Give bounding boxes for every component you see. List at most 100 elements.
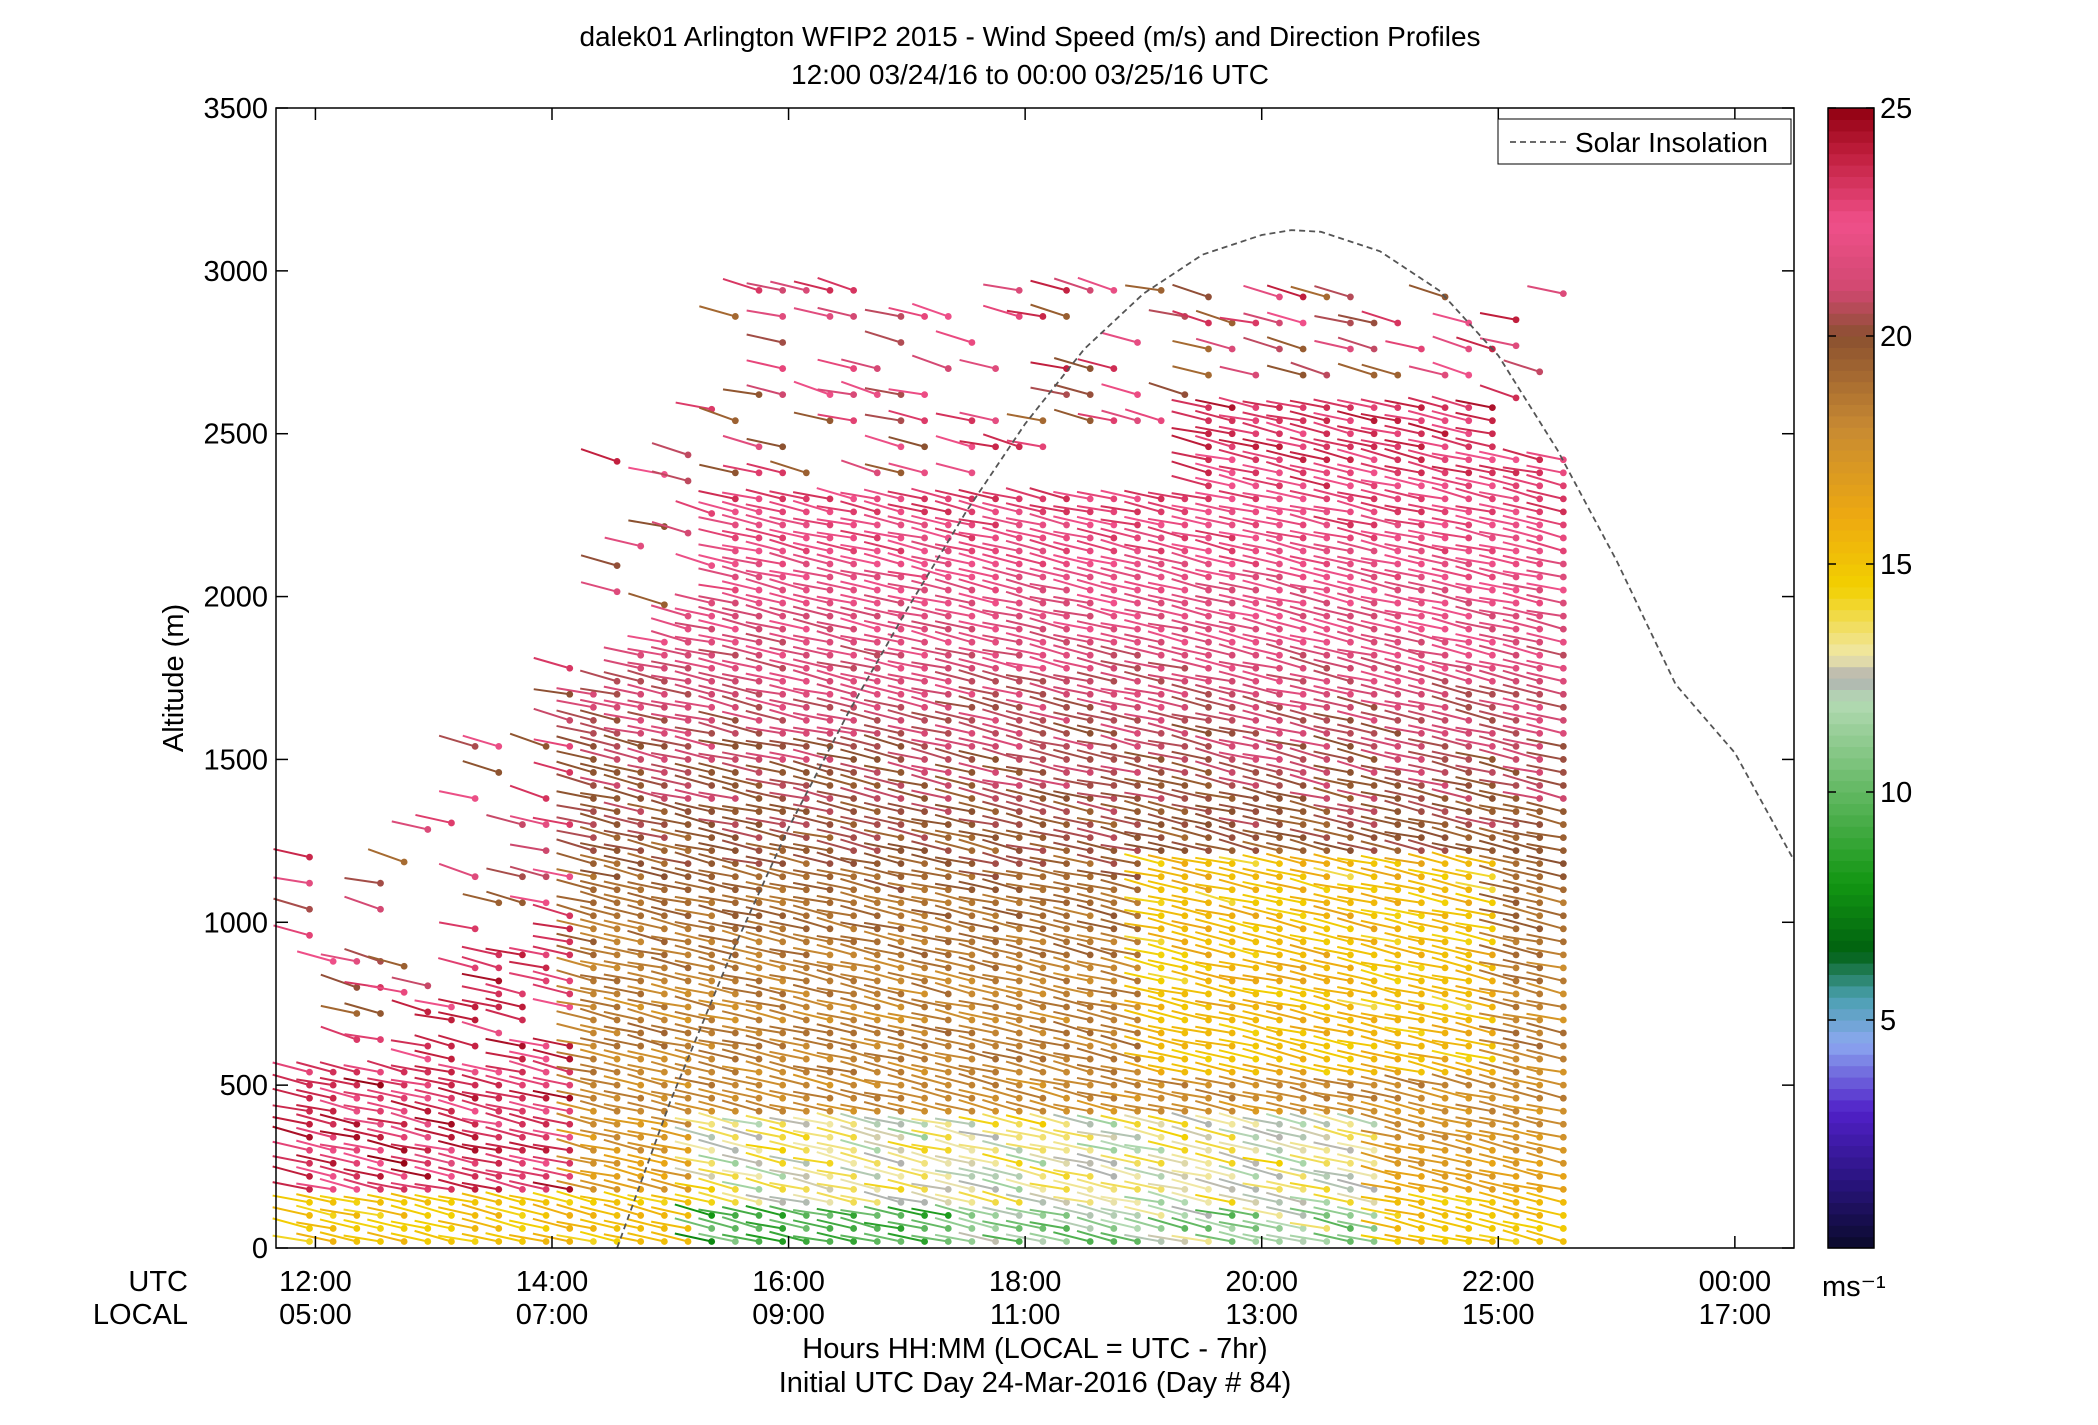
wind-barb-shaft [745,672,783,683]
wind-barb-shaft [816,726,854,735]
wind-barb-point [1299,743,1307,750]
wind-barb-point [1417,495,1425,503]
wind-barb-point [1465,990,1473,998]
wind-barb-point [1465,638,1473,646]
wind-barb-shaft [556,1000,594,1008]
wind-barb-shaft [1005,487,1044,500]
wind-barb-point [1276,677,1283,685]
wind-barb-point [850,716,858,724]
wind-barb-shaft [508,1075,547,1087]
wind-barb-shaft [343,1178,381,1191]
wind-barb-shaft [1313,786,1351,800]
wind-barb-shaft [1100,687,1138,696]
wind-barb-point [1347,782,1354,789]
wind-barb-shaft [1242,974,1280,982]
wind-barb-point [613,925,621,933]
wind-barb-point [1323,1238,1331,1245]
wind-barb-point [1276,573,1283,581]
wind-barb-shaft [887,971,925,982]
wind-barb-shaft [1407,1086,1446,1100]
wind-barb-shaft [579,776,618,787]
wind-barb-point [1110,1120,1118,1128]
wind-barb-point [755,1094,763,1102]
wind-barb-shaft [1407,852,1446,865]
wind-barb-shaft [390,1192,429,1204]
wind-barb-shaft [1124,1205,1162,1217]
wind-barb-point [1441,886,1449,894]
wind-barb-shaft [556,1022,594,1034]
wind-barb-shaft [792,541,831,552]
wind-barb-point [1063,573,1070,581]
wind-barb-shaft [1100,815,1138,826]
wind-barb-point [1181,638,1189,646]
wind-barb-shaft [1053,1231,1091,1243]
wind-barb-shaft [1100,1009,1138,1021]
wind-barb-point [968,938,976,946]
wind-barb-shaft [532,1167,570,1178]
wind-barb-shaft [674,880,712,891]
wind-barb-shaft [1313,1206,1351,1217]
wind-barb-shaft [1147,1140,1186,1152]
wind-barb-point [660,677,668,685]
wind-barb-point [1015,886,1023,894]
wind-barb-point [1370,1042,1378,1050]
wind-barb-point [1134,847,1141,855]
wind-barb-point [1299,560,1307,568]
wind-barb-point [873,690,881,698]
wind-barb-point [1441,1003,1449,1011]
wind-barb-point [731,1172,739,1180]
wind-barb-shaft [934,1062,973,1074]
wind-barb-point [1228,795,1236,802]
wind-barb-shaft [1029,982,1067,995]
wind-barb-point [1299,990,1307,998]
wind-barb-shaft [792,569,831,579]
wind-barb-point [1347,769,1354,776]
wind-barb-point [992,1094,999,1102]
wind-barb-point [1465,456,1473,464]
wind-barb-shaft [1218,515,1257,526]
wind-barb-point [684,729,692,737]
wind-barb-shaft [1289,918,1328,930]
wind-barb-shaft [1100,1164,1138,1178]
wind-barb-shaft [1455,660,1493,670]
wind-barb-shaft [745,687,783,696]
wind-barb-point [968,534,976,542]
wind-barb-shaft [580,687,618,696]
wind-barb-shaft [650,1194,689,1204]
wind-barb-point [1370,690,1378,698]
wind-barb-point [1323,938,1331,946]
wind-barb-point [1086,521,1094,529]
wind-barb-shaft [1384,447,1422,461]
wind-barb-shaft [556,804,594,813]
wind-barb-point [589,1029,597,1037]
wind-barb-shaft [698,804,736,813]
wind-barb-shaft [650,916,689,930]
wind-barb-shaft [1147,1024,1186,1035]
wind-barb-point [613,743,621,750]
wind-barb-shaft [1336,1153,1375,1165]
wind-barb-point [1110,756,1118,763]
wind-barb-point [802,951,810,959]
wind-barb-shaft [934,787,973,800]
wind-barb-shaft [1218,1090,1256,1100]
wind-barb-shaft [816,1207,854,1217]
wind-barb-shaft [1029,904,1067,917]
wind-barb-point [1015,834,1023,841]
wind-barb-shaft [1100,947,1138,956]
wind-barb-point [921,964,928,972]
wind-barb-shaft [1005,908,1044,917]
wind-barb-shaft [1337,686,1375,696]
wind-barb-shaft [982,566,1020,578]
wind-barb-shaft [911,738,949,748]
wind-barb-shaft [1218,609,1256,618]
wind-barb-shaft [840,748,878,761]
wind-barb-point [944,612,952,620]
wind-barb-shaft [1289,634,1327,644]
wind-barb-shaft [1336,566,1375,578]
wind-barb-point [873,1159,881,1167]
wind-barb-shaft [1360,439,1398,448]
wind-barb-shaft [579,748,618,761]
wind-barb-point [1086,977,1094,985]
wind-barb-point [968,769,976,776]
wind-barb-shaft [1195,657,1233,670]
